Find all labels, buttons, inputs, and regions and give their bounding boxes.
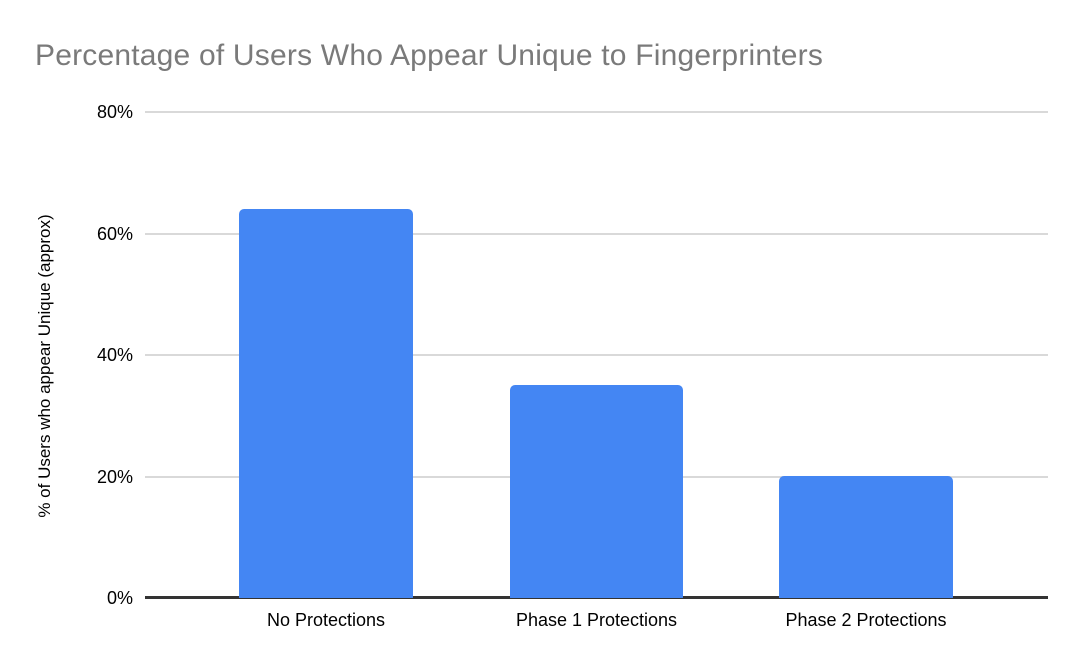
y-tick-label-0%: 0% (106, 588, 133, 608)
y-tick-label-40%: 40% (96, 345, 133, 365)
bar-phase-2-protections (779, 476, 953, 598)
x-tick-label-phase-2-protections: Phase 2 Protections (785, 610, 947, 630)
chart-title: Percentage of Users Who Appear Unique to… (35, 39, 824, 72)
y-tick-label-60%: 60% (96, 223, 133, 244)
gridline-80% (145, 111, 1048, 113)
x-tick-label-no-protections: No Protections (266, 610, 386, 630)
y-tick-label-80%: 80% (96, 102, 133, 122)
x-tick-label-phase-1-protections: Phase 1 Protections (515, 610, 678, 630)
gridline-60% (145, 232, 1048, 235)
plot-area (145, 111, 1048, 599)
bar-no-protections (239, 209, 413, 598)
gridline-40% (145, 354, 1048, 356)
y-tick-label-20%: 20% (96, 466, 133, 487)
bar-phase-1-protections (510, 385, 683, 598)
